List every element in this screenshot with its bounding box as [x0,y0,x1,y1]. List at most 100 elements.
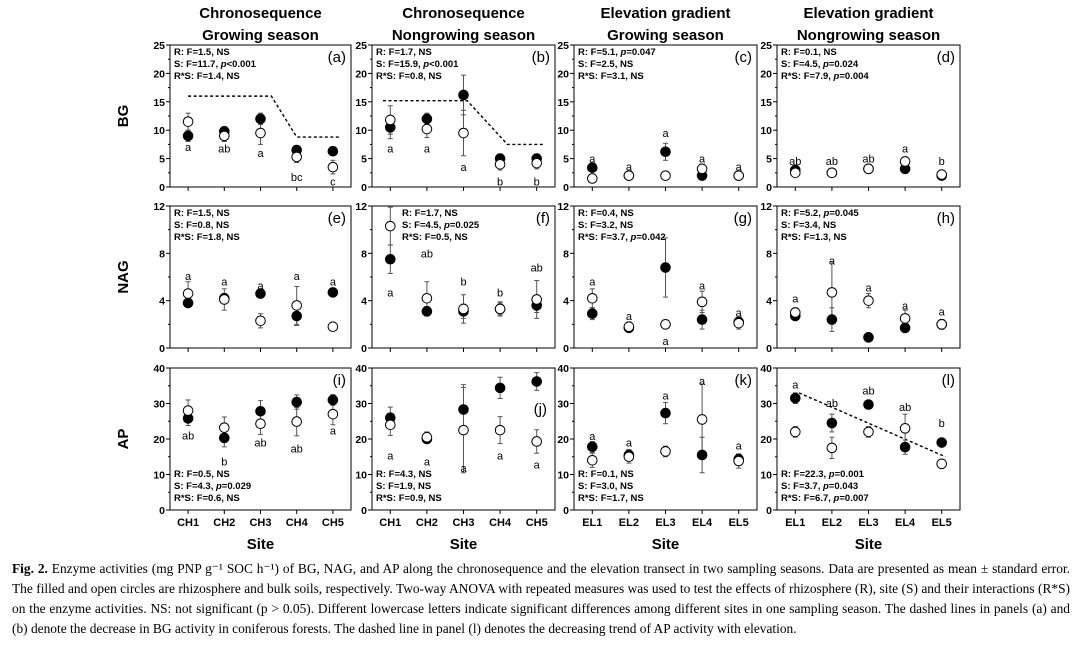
bulk-point [255,127,266,139]
y-tick-label: 0 [766,182,772,194]
rhizosphere-point [458,404,469,415]
significance-letter: a [699,376,706,388]
y-tick-label: 40 [153,363,165,375]
bulk-point [494,424,506,436]
significance-letter: b [939,156,945,168]
bulk-point [863,426,874,438]
y-tick-label: 20 [355,434,367,446]
bulk-point [385,220,396,232]
anova-stat: R*S: F=0.8, NS [376,71,442,82]
bulk-point [385,114,396,126]
significance-letter: a [902,300,909,312]
rhizosphere-point [291,310,303,322]
significance-letter: a [221,277,228,289]
y-tick-label: 25 [355,40,367,52]
rhizosphere-point [587,162,598,173]
x-tick-label: EL3 [655,517,675,529]
x-tick-label: EL1 [785,517,805,529]
bulk-point [826,287,838,298]
x-axis-title: Site [247,536,275,553]
x-tick-label: EL3 [858,517,878,529]
significance-letter: a [865,283,872,295]
significance-letter: a [330,277,337,289]
rhizosphere-point [182,130,194,142]
x-tick-label: CH5 [322,517,344,529]
y-tick-label: 8 [361,248,367,260]
anova-stat: S: F=4.5, p=0.025 [402,220,480,231]
anova-stat: S: F=4.3, p=0.029 [174,481,251,492]
bulk-point [660,446,671,457]
x-axis-title: Site [450,536,478,553]
bulk-point [494,158,506,170]
y-axis-label: NAG [115,260,132,293]
panel-label: (j) [534,401,547,418]
y-tick-label: 8 [563,248,569,260]
anova-stat: R*S: F=1.7, NS [578,493,644,504]
bulk-point [458,127,469,139]
y-tick-label: 12 [153,201,165,213]
bulk-point [733,170,745,181]
anova-stat: R: F=0.4, NS [578,208,634,219]
significance-letter: ab [862,386,874,398]
trend-dashed-line [188,95,341,138]
x-tick-label: CH3 [452,517,474,529]
bulk-point [936,319,948,330]
significance-letter: a [626,162,633,174]
significance-letter: a [589,431,596,443]
panel-label: (d) [937,49,955,66]
panel-label: (a) [328,49,346,66]
bulk-point [696,163,708,175]
caption-label: Fig. 2. [12,561,48,576]
bulk-point [826,167,838,179]
y-tick-label: 40 [760,363,772,375]
x-tick-label: CH3 [249,517,271,529]
y-tick-label: 30 [355,399,367,411]
column-headers: Chronosequence Growing season Chronosequen… [199,5,940,44]
x-tick-label: CH2 [416,517,438,529]
anova-stat: S: F=3.0, NS [578,481,633,492]
rhizosphere-point [255,406,266,417]
panel-label: (e) [328,210,346,227]
rhizosphere-point [327,145,339,157]
y-tick-label: 8 [766,248,772,260]
bulk-point [790,167,801,179]
trend-dashed-line [798,392,946,458]
y-tick-label: 25 [760,40,772,52]
x-tick-label: CH1 [379,517,401,529]
anova-stat: R: F=1.7, NS [376,47,432,58]
anova-stat: S: F=15.9, p<0.001 [376,59,459,70]
x-tick-label: CH4 [286,517,309,529]
y-tick-label: 15 [760,97,772,109]
significance-letter: a [460,463,467,475]
anova-stat: R: F=5.1, p=0.047 [578,47,656,58]
column-header-title: Chronosequence [402,5,525,22]
panel-label: (h) [937,210,955,227]
column-header-title: Elevation gradient [600,5,730,22]
significance-letter: a [534,460,541,472]
rhizosphere-point [899,322,911,334]
anova-stat: R*S: F=0.9, NS [376,493,442,504]
bulk-point [219,130,230,142]
significance-letter: a [626,438,633,450]
y-tick-label: 0 [563,182,569,194]
bulk-point [733,317,745,329]
anova-stat: R*S: F=0.6, NS [174,493,240,504]
bulk-point [458,424,469,436]
anova-stat: S: F=3.7, p=0.043 [781,481,858,492]
significance-letter: a [294,271,301,283]
significance-letter: b [939,418,945,430]
x-tick-label: CH1 [177,517,199,529]
anova-stat: R*S: F=1.4, NS [174,71,240,82]
significance-letter: a [589,154,596,166]
significance-letter: ab [182,430,194,442]
significance-letter: a [736,162,743,174]
significance-letter: a [902,143,909,155]
rhizosphere-point [696,314,708,325]
y-tick-label: 12 [355,201,367,213]
rhizosphere-point [531,376,543,387]
rhizosphere-point [421,306,433,317]
bulk-point [623,321,635,333]
